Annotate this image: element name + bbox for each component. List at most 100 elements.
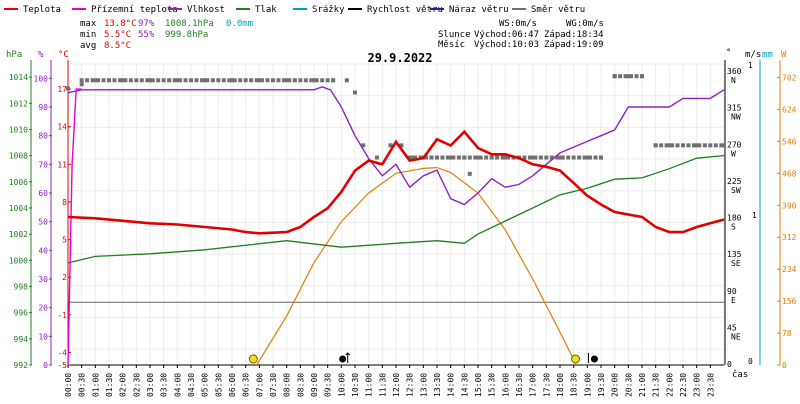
wind-direction-point [309,78,314,83]
temperature-tick: -4 [57,348,67,357]
wind-direction-point [435,155,439,160]
legend-label: Srážky [312,5,345,15]
direction-label: NW [731,113,741,122]
wind-direction-point [713,143,718,148]
grid [67,63,725,366]
x-tick-label: 05:30 [214,373,223,397]
moonset-time: Západ:19:09 [544,40,604,50]
direction-tick: 0 [727,360,732,369]
wind-direction-point [148,78,152,83]
x-tick-label: 16:30 [515,373,524,397]
wind-direction-point [506,155,511,160]
wind-direction-point [623,74,628,79]
sunset-icon [571,354,581,364]
wind-tick: 0 [748,357,753,366]
axes: 1014101210101008100610041002100099899699… [9,60,797,370]
stat-min-hum: 55% [138,30,155,40]
x-tick-label: 02:00 [119,373,128,397]
x-tick-label: 22:30 [679,373,688,397]
legend-label: Náraz větru [449,5,509,15]
stat-max-label: max [80,19,97,29]
wind-direction-point [560,155,565,160]
wind-direction-point [686,143,691,148]
wind-direction-point [320,78,325,83]
wind-direction-point [489,155,494,160]
wind-direction-point [178,78,183,83]
x-tick-label: 00:30 [78,373,87,397]
wind-direction-point [670,143,675,148]
solar-tick: 624 [782,105,797,114]
pressure-tick: 1004 [9,204,28,213]
temperature-tick: -1 [57,311,67,320]
wind-direction-point [145,78,150,83]
wind-direction-point [629,74,634,79]
temperature-tick: 5 [62,236,67,245]
wind-direction-point [202,78,207,83]
wind-direction-point [467,171,472,176]
x-tick-label: 13:00 [419,373,428,397]
x-tick-label: 19:00 [583,373,592,397]
x-tick-label: 08:30 [296,373,305,397]
humidity-tick: 60 [38,189,48,198]
wind-direction-point [312,78,316,83]
wind-direction-point [478,155,483,160]
wind-direction-point [681,143,685,148]
unit-hpa: hPa [6,50,22,60]
direction-label: SE [731,259,741,268]
wind-direction-point [708,143,713,148]
wind-direction-point [107,78,111,83]
wind-direction-point [85,78,90,83]
humidity-tick: 80 [38,132,48,141]
direction-tick: 135 [727,250,742,259]
wind-direction-point [702,143,707,148]
unit-mm: mm [762,50,773,60]
humidity-tick: 50 [38,218,48,227]
moon-label: Měsíc [438,40,465,50]
wind-direction-point [571,155,576,160]
wind-direction-point [172,78,177,83]
temperature-tick: 2 [62,273,67,282]
wind-direction-point [189,78,193,83]
wind-direction-point [271,78,275,83]
pressure-tick: 1010 [9,125,28,134]
direction-label: NE [731,332,741,341]
x-tick-label: 20:00 [611,373,620,397]
wind-direction-point [549,155,554,160]
wind-direction-point [467,155,472,160]
wind-direction-point [139,78,144,83]
wind-direction-point [90,78,95,83]
wind-direction-point [719,143,724,148]
x-tick-label: 07:30 [269,373,278,397]
wind-direction-point [566,155,571,160]
legend-label: Přízemní teplota [91,5,178,15]
wind-direction-point [216,78,221,83]
wind-direction-point [407,155,412,160]
wind-direction-point [303,78,308,83]
direction-tick: 360 [727,67,742,76]
pressure-tick: 996 [14,309,29,318]
x-tick-label: 05:00 [201,373,210,397]
wind-direction-point [558,155,562,160]
solar-tick: 0 [782,361,787,370]
x-tick-label: 21:30 [652,373,661,397]
wind-direction-point [276,78,281,83]
x-tick-label: 01:30 [105,373,114,397]
x-tick-label: 19:30 [597,373,606,397]
wind-direction-point [298,78,303,83]
wind-direction-point [287,78,292,83]
wind-direction-point [612,74,617,79]
solar-tick: 156 [782,297,797,306]
wind-direction-point [522,155,527,160]
pressure-tick: 998 [14,282,29,291]
wind-direction-point [577,155,582,160]
stat-max-press: 1008.1hPa [165,19,214,29]
wind-direction-point [527,155,532,160]
temperature-tick: 17 [57,85,67,94]
direction-tick: 180 [727,214,742,223]
x-tick-label: 17:30 [542,373,551,397]
humidity-tick: 30 [38,275,48,284]
wind-direction-point [265,78,270,83]
wind-direction-point [232,78,237,83]
wind-direction-point [123,78,128,83]
ground-temperature-line [67,88,82,366]
